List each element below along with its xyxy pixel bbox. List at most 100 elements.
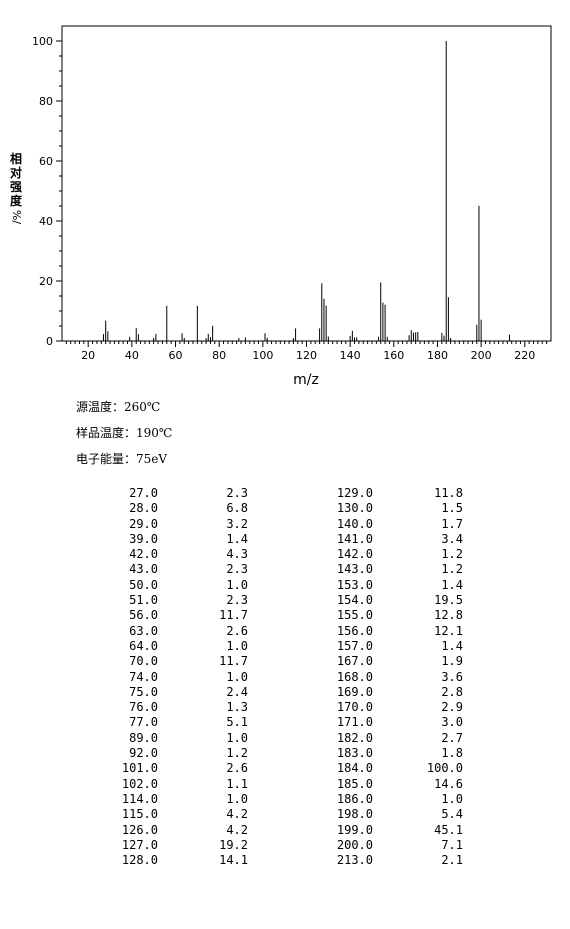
mz-cell: 156.0 [336,623,373,638]
intensity-cell: 1.9 [441,654,463,669]
table-row: 76.0 1.3 170.0 2.9 [82,700,463,715]
intensity-cell: 1.0 [226,638,248,653]
mz-cell: 28.0 [129,501,158,516]
table-row: 77.0 5.1 171.0 3.0 [82,715,463,730]
mz-cell: 127.0 [121,837,158,852]
mz-cell: 51.0 [129,593,158,608]
x-tick-label: 180 [427,349,448,362]
intensity-cell: 1.2 [441,562,463,577]
mz-cell: 115.0 [121,807,158,822]
intensity-cell: 19.5 [434,593,463,608]
table-row: 28.0 6.8 130.0 1.5 [82,501,463,516]
intensity-cell: 1.1 [226,776,248,791]
intensity-cell: 3.0 [441,715,463,730]
mz-cell: 167.0 [336,654,373,669]
intensity-cell: 12.8 [434,608,463,623]
intensity-cell: 2.7 [441,730,463,745]
sample-temperature: 样品温度：190℃ [76,426,173,440]
intensity-cell: 19.2 [219,837,248,852]
table-row: 64.0 1.0 157.0 1.4 [82,639,463,654]
intensity-cell: 2.1 [441,853,463,868]
table-row: 126.0 4.2 199.0 45.1 [82,823,463,838]
x-tick-label: 120 [296,349,317,362]
mz-cell: 169.0 [336,684,373,699]
electron-energy: 电子能量：75eV [76,452,168,466]
table-row: 39.0 1.4 141.0 3.4 [82,532,463,547]
mz-cell: 39.0 [129,531,158,546]
intensity-cell: 2.8 [441,684,463,699]
intensity-cell: 1.7 [441,516,463,531]
table-row: 89.0 1.0 182.0 2.7 [82,731,463,746]
mz-cell: 157.0 [336,638,373,653]
x-tick-label: 60 [169,349,183,362]
table-row: 27.0 2.3 129.0 11.8 [82,486,463,501]
mz-cell: 50.0 [129,577,158,592]
intensity-cell: 1.0 [226,669,248,684]
x-tick-label: 140 [340,349,361,362]
intensity-cell: 1.4 [441,577,463,592]
table-row: 114.0 1.0 186.0 1.0 [82,792,463,807]
x-tick-label: 220 [514,349,535,362]
y-axis-label-text: 相对强度 [9,152,22,208]
x-tick-label: 80 [212,349,226,362]
mz-cell: 70.0 [129,654,158,669]
intensity-cell: 3.2 [226,516,248,531]
intensity-cell: 6.8 [226,501,248,516]
mz-cell: 170.0 [336,700,373,715]
intensity-cell: 2.6 [226,623,248,638]
table-row: 74.0 1.0 168.0 3.6 [82,670,463,685]
intensity-cell: 1.4 [441,638,463,653]
mz-cell: 27.0 [129,486,158,500]
x-tick-label: 20 [81,349,95,362]
mz-cell: 102.0 [121,776,158,791]
intensity-cell: 3.6 [441,669,463,684]
intensity-cell: 11.8 [434,486,463,500]
intensity-cell: 1.0 [226,791,248,806]
mz-cell: 129.0 [336,486,373,500]
x-tick-label: 40 [125,349,139,362]
intensity-cell: 2.9 [441,700,463,715]
table-row: 29.0 3.2 140.0 1.7 [82,517,463,532]
y-tick-label: 100 [32,35,53,48]
mz-cell: 77.0 [129,715,158,730]
table-row: 128.0 14.1 213.0 2.1 [82,853,463,868]
table-row: 70.0 11.7 167.0 1.9 [82,654,463,669]
intensity-cell: 5.4 [441,807,463,822]
mz-cell: 43.0 [129,562,158,577]
mz-cell: 171.0 [336,715,373,730]
mz-cell: 63.0 [129,623,158,638]
intensity-cell: 14.1 [219,853,248,868]
plot-frame [61,25,552,342]
mz-cell: 140.0 [336,516,373,531]
mz-cell: 56.0 [129,608,158,623]
mz-cell: 92.0 [129,746,158,761]
intensity-cell: 4.2 [226,822,248,837]
table-row: 63.0 2.6 156.0 12.1 [82,624,463,639]
mz-cell: 114.0 [121,791,158,806]
y-tick-label: 60 [39,155,53,168]
intensity-cell: 2.3 [226,486,248,500]
mz-cell: 76.0 [129,700,158,715]
intensity-cell: 1.0 [226,730,248,745]
mz-cell: 128.0 [121,853,158,868]
y-tick-label: 20 [39,275,53,288]
intensity-cell: 1.0 [226,577,248,592]
intensity-cell: 14.6 [434,776,463,791]
table-row: 102.0 1.1 185.0 14.6 [82,777,463,792]
mz-cell: 155.0 [336,608,373,623]
mz-cell: 143.0 [336,562,373,577]
intensity-cell: 3.4 [441,531,463,546]
mz-cell: 199.0 [336,822,373,837]
intensity-cell: 2.6 [226,761,248,776]
mass-spectrum-chart: 20 40 60 80 100 120 140 160 180 200 220 0 20 40 60 80 10… [32,25,552,388]
mz-cell: 183.0 [336,746,373,761]
mz-cell: 29.0 [129,516,158,531]
intensity-cell: 2.4 [226,684,248,699]
table-row: 115.0 4.2 198.0 5.4 [82,807,463,822]
mz-cell: 200.0 [336,837,373,852]
table-row: 101.0 2.6 184.0 100.0 [82,761,463,776]
intensity-cell: 1.8 [441,746,463,761]
y-axis-unit: %/ [10,209,23,225]
x-tick-label: 160 [383,349,404,362]
x-tick-label: 100 [252,349,273,362]
